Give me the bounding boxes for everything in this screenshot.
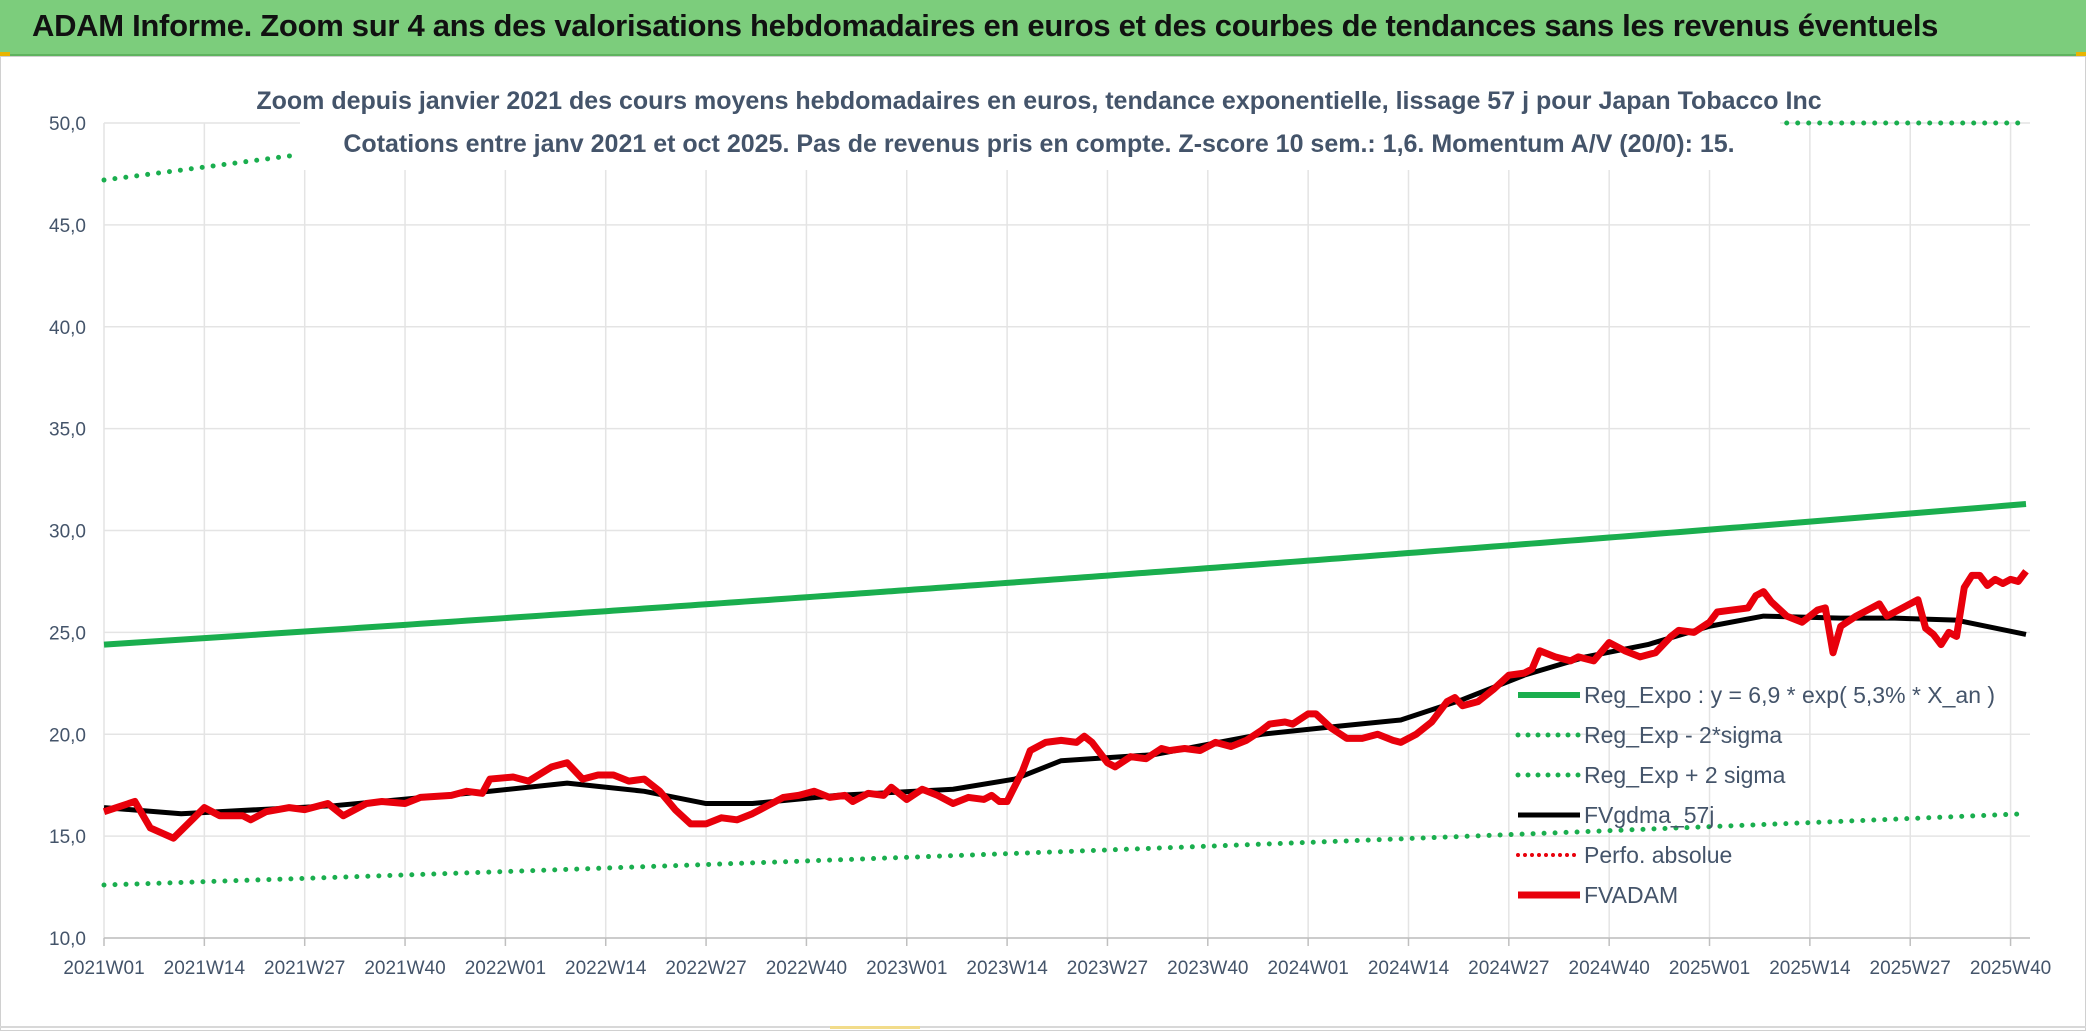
legend-label: FVgdma_57j	[1584, 802, 1714, 828]
x-tick-label: 2023W40	[1167, 958, 1248, 979]
x-tick-label: 2021W14	[164, 958, 246, 979]
x-tick-label: 2022W40	[766, 958, 847, 979]
y-tick-label: 25,0	[49, 623, 86, 644]
y-tick-label: 30,0	[49, 522, 86, 543]
series-reg-exp-plus-2sigma	[101, 152, 300, 183]
x-tick-label: 2024W01	[1267, 958, 1348, 979]
bottom-rule	[0, 1026, 2086, 1028]
x-tick-label: 2025W27	[1870, 958, 1951, 979]
x-tick-label: 2023W01	[866, 958, 947, 979]
x-tick-label: 2023W14	[966, 958, 1048, 979]
y-tick-label: 40,0	[49, 318, 86, 339]
x-tick-label: 2025W40	[1970, 958, 2051, 979]
grid	[103, 122, 2030, 939]
y-tick-label: 50,0	[49, 114, 86, 135]
x-tick-label: 2023W27	[1067, 958, 1148, 979]
series-reg-expo	[103, 501, 2027, 648]
series-fvadam	[102, 569, 2029, 842]
banner-accent-left	[0, 52, 10, 56]
x-tick-label: 2021W27	[264, 958, 345, 979]
x-tick-label: 2024W40	[1569, 958, 1650, 979]
y-tick-label: 45,0	[49, 216, 86, 237]
report-banner: ADAM Informe. Zoom sur 4 ans des valoris…	[0, 0, 2086, 56]
x-tick-label: 2022W01	[465, 958, 546, 979]
x-tick-label: 2025W14	[1769, 958, 1851, 979]
legend: Reg_Expo : y = 6,9 * exp( 5,3% * X_an ) R…	[1515, 682, 1995, 908]
x-tick-label: 2024W27	[1468, 958, 1549, 979]
chart-title-line-2: Cotations entre janv 2021 et oct 2025. P…	[343, 130, 1734, 158]
axes: 10,0 15,0 20,0 25,0 30,0 35,0 40,0 45,0 50,0 2021…	[49, 114, 2051, 979]
x-tick-label: 2021W01	[63, 958, 144, 979]
chart-title-line-1: Zoom depuis janvier 2021 des cours moyen…	[256, 87, 1821, 115]
report-title: ADAM Informe. Zoom sur 4 ans des valoris…	[32, 8, 1939, 43]
x-tick-label: 2022W27	[665, 958, 746, 979]
legend-label: Reg_Expo : y = 6,9 * exp( 5,3% * X_an )	[1584, 682, 1995, 708]
y-tick-label: 10,0	[49, 929, 86, 950]
y-tick-label: 15,0	[49, 827, 86, 848]
title-background	[300, 76, 1780, 170]
y-tick-label: 35,0	[49, 420, 86, 441]
x-tick-label: 2024W14	[1368, 958, 1450, 979]
legend-label: Reg_Exp + 2 sigma	[1584, 762, 1786, 788]
series-reg-exp-minus-2sigma	[101, 811, 2029, 888]
bottom-accent	[830, 1026, 920, 1029]
x-tick-label: 2021W40	[364, 958, 445, 979]
legend-label: Reg_Exp - 2*sigma	[1584, 722, 1782, 748]
legend-label: FVADAM	[1584, 882, 1678, 908]
y-tick-label: 20,0	[49, 725, 86, 746]
series-layer	[101, 120, 2029, 888]
x-tick-label: 2022W14	[565, 958, 647, 979]
legend-label: Perfo. absolue	[1584, 842, 1732, 868]
chart-title: Zoom depuis janvier 2021 des cours moyen…	[256, 76, 1822, 170]
x-tick-label: 2025W01	[1669, 958, 1750, 979]
banner-accent-right	[2076, 52, 2086, 56]
